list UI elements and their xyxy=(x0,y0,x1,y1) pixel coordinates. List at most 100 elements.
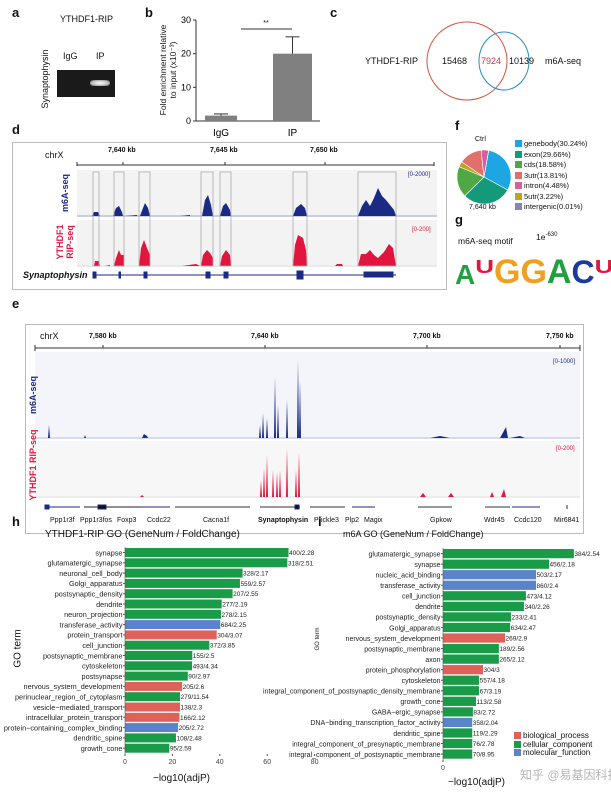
go-x-tick-label: 20 xyxy=(169,759,177,766)
pie-bottom-label: 7,640 kb xyxy=(469,204,496,211)
b-x-tick-label: IgG xyxy=(213,128,229,139)
i-ylabel: GO term xyxy=(315,627,321,651)
logo-letter: G xyxy=(520,253,547,291)
go-term-label: nervous_system_development xyxy=(24,682,123,691)
go-bar xyxy=(125,558,288,568)
d-gene-name: Synaptophysin xyxy=(23,270,88,280)
go-bar xyxy=(443,738,473,749)
legend-swatch xyxy=(514,749,521,757)
pie-legend-item: cds(18.58%) xyxy=(515,160,587,171)
d-tick-label: 7,650 kb xyxy=(310,147,338,154)
d-track-rip-line1: YTHDF1 xyxy=(55,224,65,260)
go-bar xyxy=(443,686,480,696)
go-term-label: dendritic_spine xyxy=(73,734,122,743)
b-ylabel-line2: to input (x10⁻³) xyxy=(168,41,178,99)
b-y-tick-label: 10 xyxy=(181,82,191,92)
go-term-label: nucleic_acid_binding xyxy=(376,573,441,580)
legend-label: molecular_function xyxy=(523,748,591,758)
go-bar-value-label: 279/11.54 xyxy=(180,694,209,701)
legend-label: intron(4.48%) xyxy=(524,181,570,190)
d-ruler xyxy=(76,162,435,166)
go-bar xyxy=(443,665,484,675)
go-term-label: GABA−ergic_synapse xyxy=(372,710,441,717)
go-bar xyxy=(125,578,240,588)
go-bar xyxy=(443,643,499,654)
go-term-label: postsynaptic_density xyxy=(376,615,441,622)
d-track-m6a: m6A-seq xyxy=(60,174,70,213)
e-track-rip: YTHDF1 RIP-seq xyxy=(28,429,38,501)
go-bar xyxy=(443,601,524,611)
pie-legend: genebody(30.24%) exon(29.66%) cds(18.58%) 3… xyxy=(515,139,587,213)
e-gene-label: Gpkow xyxy=(430,517,452,524)
legend-label: genebody(30.24%) xyxy=(524,139,588,148)
go-bar-value-label: 155/2.5 xyxy=(193,653,215,660)
legend-swatch xyxy=(515,203,522,210)
h-ylabel: GO term xyxy=(12,629,24,668)
logo-letter: U xyxy=(475,256,495,278)
go-bar xyxy=(443,654,499,664)
b-bar-IP xyxy=(273,53,312,121)
legend-label: cds(18.58%) xyxy=(524,160,567,169)
b-ylabel-line1: Fold enrichment relative xyxy=(158,24,168,116)
e-gene-label: Foxp3 xyxy=(117,517,137,524)
go-bar xyxy=(443,707,473,717)
go-term-label: vesicle−mediated_transport xyxy=(33,703,122,712)
legend-label: 5utr(3.22%) xyxy=(524,191,564,201)
legend-swatch xyxy=(515,150,522,158)
go-legend-item-mf: molecular_function xyxy=(514,748,592,758)
go-bar-value-label: 67/3.19 xyxy=(480,688,502,695)
go-bar-value-label: 456/2.18 xyxy=(550,562,576,569)
pie-top-label: Ctrl xyxy=(475,136,486,143)
e-ruler xyxy=(34,345,581,351)
go-bar xyxy=(125,681,183,691)
go-term-label: cell_junction xyxy=(402,594,441,601)
go-bar-value-label: 340/2.26 xyxy=(524,604,550,611)
logo-letter: A xyxy=(455,259,476,290)
go-term-label: synapse xyxy=(414,562,440,569)
go-bar-value-label: 384/2.54 xyxy=(574,551,600,558)
legend-label: 3utr(13.81%) xyxy=(524,170,568,180)
legend-swatch xyxy=(515,161,522,168)
go-bar-value-label: 70/8.95 xyxy=(473,752,495,759)
go-bar xyxy=(125,743,170,753)
go-bar xyxy=(125,712,180,722)
legend-swatch xyxy=(515,171,522,179)
go-bar-value-label: 559/2.57 xyxy=(240,581,266,588)
e-m6a-range: [0-1000] xyxy=(553,359,576,365)
b-y-tick-label: 0 xyxy=(186,116,191,126)
go-term-label: neuron_projection xyxy=(64,610,122,619)
lane-label-ip: IP xyxy=(96,51,105,61)
go-x-tick-label: 60 xyxy=(263,759,271,766)
panel-label-c: c xyxy=(330,5,338,20)
d-m6a-signal xyxy=(92,188,396,216)
go-bar xyxy=(443,696,476,706)
go-legend: biological_process cellular_component mole… xyxy=(514,731,593,758)
motif-pvalue-base: 1e xyxy=(536,232,546,242)
go-term-label: cytoskeleton xyxy=(402,678,441,685)
go-bar-value-label: 269/2.9 xyxy=(506,636,528,643)
b-x-tick-label: IP xyxy=(288,128,298,139)
e-gene-label: Ccdc120 xyxy=(514,517,542,524)
e-gene-label: Prickle3 xyxy=(314,517,339,524)
e-rip-range: [0-200] xyxy=(556,446,575,452)
go-term-label: glutamatergic_synapse xyxy=(369,551,441,558)
pie-legend-item: 5utr(3.22%) xyxy=(515,192,587,203)
go-bar-value-label: 83/2.72 xyxy=(473,709,495,716)
go-bar-value-label: 90/2.97 xyxy=(188,674,210,681)
go-bar xyxy=(125,640,210,650)
b-y-tick-label: 20 xyxy=(181,49,191,59)
go-term-label: neuronal_cell_body xyxy=(59,569,123,578)
go-term-label: cell_junction xyxy=(82,641,122,650)
pie-legend-item: intergenic(0.01%) xyxy=(515,202,587,213)
d-rip-range: [0-200] xyxy=(412,227,431,233)
legend-label: exon(29.66%) xyxy=(524,149,571,159)
e-tick-label: 7,580 kb xyxy=(89,333,117,340)
go-bar xyxy=(443,591,526,601)
go-term-label: growth_cone xyxy=(81,744,123,753)
legend-label: cellular_component xyxy=(523,739,593,749)
